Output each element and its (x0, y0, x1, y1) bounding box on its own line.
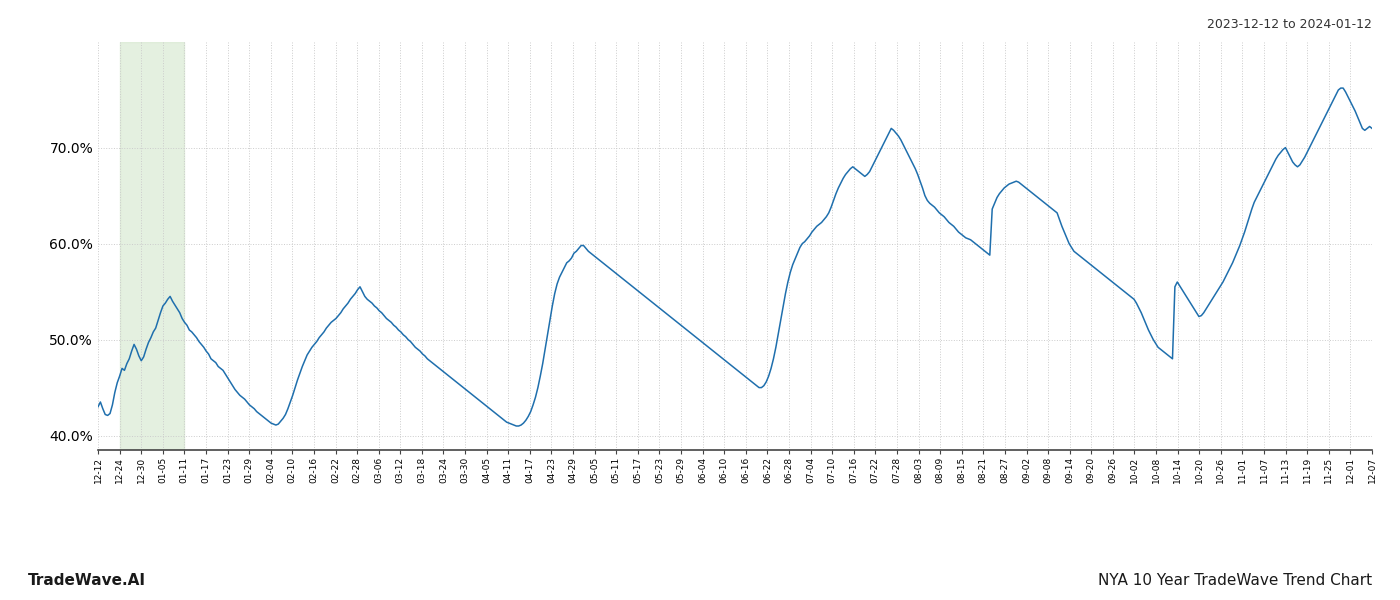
Text: NYA 10 Year TradeWave Trend Chart: NYA 10 Year TradeWave Trend Chart (1098, 573, 1372, 588)
Bar (119, 42, 185, 450)
Text: 2023-12-12 to 2024-01-12: 2023-12-12 to 2024-01-12 (1207, 18, 1372, 31)
Text: TradeWave.AI: TradeWave.AI (28, 573, 146, 588)
